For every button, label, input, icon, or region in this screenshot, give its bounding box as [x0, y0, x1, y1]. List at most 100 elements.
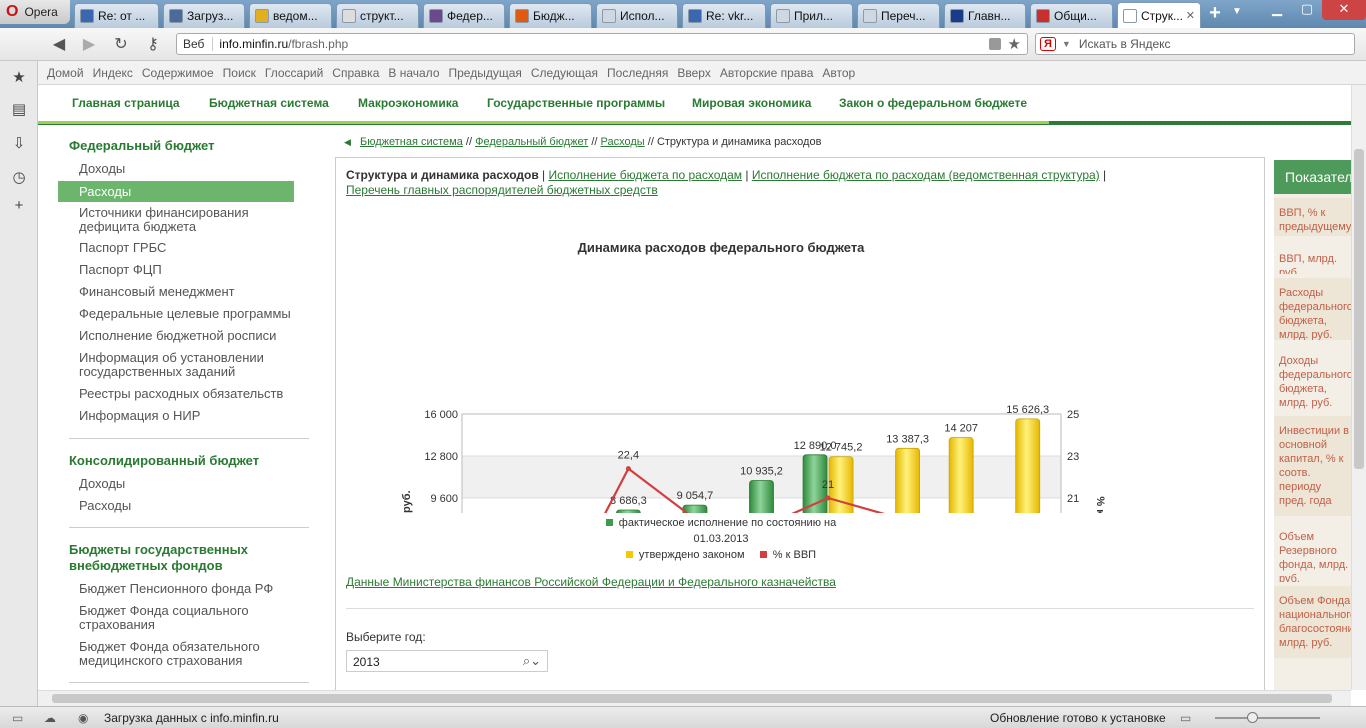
browser-tab[interactable]: ведом...: [249, 3, 332, 28]
notes-icon[interactable]: ▤: [11, 101, 27, 118]
vertical-scrollbar[interactable]: [1351, 85, 1366, 690]
forward-arrow-icon[interactable]: ▶: [82, 36, 96, 53]
main-menu-item[interactable]: Мировая экономика: [692, 96, 812, 110]
browser-tab[interactable]: структ...: [336, 3, 419, 28]
subnav-link-execution[interactable]: Исполнение бюджета по расходам: [548, 168, 743, 182]
downloads-icon[interactable]: ⇩: [12, 135, 26, 152]
browser-tab[interactable]: Re: от ...: [74, 3, 159, 28]
nav-toolbar-item[interactable]: Справка: [332, 65, 380, 80]
tab-close-icon[interactable]: ✕: [1185, 10, 1195, 22]
speed-dial-icon[interactable]: ◉: [78, 711, 89, 725]
left-nav-item[interactable]: Бюджет Фонда социального страхования: [79, 603, 249, 632]
left-nav-item[interactable]: Паспорт ФЦП: [79, 262, 162, 277]
browser-tab[interactable]: Загруз...: [163, 3, 245, 28]
subnav-link-departmental[interactable]: Исполнение бюджета по расходам (ведомств…: [751, 168, 1100, 182]
browser-tab[interactable]: Переч...: [857, 3, 940, 28]
bookmark-star-icon[interactable]: ★: [1007, 36, 1021, 53]
bar-approved-2014[interactable]: [948, 437, 974, 513]
nav-toolbar-item[interactable]: Автор: [822, 65, 856, 80]
nav-toolbar-item[interactable]: Поиск: [222, 65, 256, 80]
left-nav-section-title[interactable]: Федеральный бюджет: [69, 138, 215, 153]
browser-tab[interactable]: Федер...: [423, 3, 505, 28]
left-nav-item[interactable]: Реестры расходных обязательств: [79, 386, 284, 401]
horizontal-scroll-thumb[interactable]: [52, 694, 1332, 703]
year-select[interactable]: 2013 ⌕⌄: [346, 650, 548, 672]
left-nav-item[interactable]: Расходы: [79, 498, 132, 513]
breadcrumb-link-expenses[interactable]: Расходы: [600, 136, 645, 148]
minimize-icon[interactable]: ▁: [1272, 1, 1282, 16]
left-nav-item[interactable]: Бюджет Фонда обязательного медицинского …: [79, 639, 260, 668]
main-menu-item[interactable]: Макроэкономика: [358, 96, 459, 110]
indicator-item[interactable]: Объем Резервного фонда, млрд. руб.: [1274, 522, 1351, 582]
indicator-item[interactable]: ВВП, млрд. руб.: [1274, 244, 1351, 274]
zoom-slider-track[interactable]: [1215, 717, 1320, 719]
indicator-item[interactable]: Объем Фонда национального благосостояния…: [1274, 586, 1351, 658]
bar-actual-2012[interactable]: [802, 454, 828, 513]
left-nav-item[interactable]: Источники финансирования дефицита бюджет…: [79, 205, 249, 234]
nav-toolbar-item[interactable]: Следующая: [530, 65, 599, 80]
browser-tab[interactable]: Re: vkr...: [682, 3, 766, 28]
left-nav-section-title[interactable]: Бюджеты государственных внебюджетных фон…: [69, 542, 248, 573]
left-nav-item[interactable]: Доходы: [79, 161, 126, 176]
chevron-down-icon[interactable]: ▼: [1061, 39, 1071, 49]
nav-toolbar-item[interactable]: Индекс: [92, 65, 133, 80]
indicator-item[interactable]: Доходы федерального бюджета, млрд. руб.: [1274, 346, 1351, 412]
tab-menu-chevron-icon[interactable]: ▼: [1232, 6, 1242, 17]
left-nav-item[interactable]: Федеральные целевые программы: [79, 306, 291, 321]
status-update-text[interactable]: Обновление готово к установке: [990, 711, 1166, 725]
rss-feed-icon[interactable]: [989, 38, 1001, 50]
nav-toolbar-item[interactable]: В начало: [388, 65, 440, 80]
close-window-icon[interactable]: ✕: [1322, 0, 1366, 20]
browser-tab[interactable]: Прил...: [770, 3, 853, 28]
left-nav-item[interactable]: Доходы: [79, 476, 126, 491]
horizontal-scrollbar[interactable]: [38, 690, 1351, 706]
main-menu-item[interactable]: Бюджетная система: [209, 96, 329, 110]
bar-actual-2009[interactable]: [615, 509, 641, 513]
indicator-item[interactable]: ВВП, % к предыдущему году: [1274, 198, 1351, 236]
left-nav-item[interactable]: Информация о НИР: [79, 408, 201, 423]
main-menu-item[interactable]: Государственные программы: [487, 96, 666, 110]
add-panel-icon[interactable]: +: [14, 197, 24, 214]
reload-icon[interactable]: ↻: [114, 36, 128, 53]
left-nav-section-title[interactable]: Консолидированный бюджет: [69, 453, 260, 468]
nav-toolbar-item[interactable]: Глоссарий: [264, 65, 324, 80]
indicator-item[interactable]: Расходы федерального бюджета, млрд. руб.: [1274, 278, 1351, 340]
new-tab-icon[interactable]: +: [1209, 2, 1221, 24]
left-nav-item-active[interactable]: Расходы: [58, 181, 294, 202]
browser-tab[interactable]: Бюдж...: [509, 3, 592, 28]
browser-tab[interactable]: Испол...: [596, 3, 678, 28]
address-field[interactable]: Веб info.minfin.ru/fbrash.php ★: [176, 33, 1028, 55]
breadcrumb-link-federal-budget[interactable]: Федеральный бюджет: [475, 136, 589, 148]
nav-toolbar-item[interactable]: Содержимое: [141, 65, 214, 80]
breadcrumb-link-budget-system[interactable]: Бюджетная система: [359, 136, 463, 148]
left-nav-item[interactable]: Паспорт ГРБС: [79, 240, 167, 255]
gdp-point-2012[interactable]: [825, 495, 831, 501]
wand-key-icon[interactable]: ⚷: [147, 36, 159, 53]
search-chevron-down-icon[interactable]: ⌕⌄: [522, 653, 541, 668]
left-nav-item[interactable]: Исполнение бюджетной росписи: [79, 328, 277, 343]
back-arrow-icon[interactable]: ◀: [52, 36, 66, 53]
vertical-scroll-thumb[interactable]: [1354, 149, 1364, 469]
nav-toolbar-item[interactable]: Предыдущая: [448, 65, 522, 80]
browser-tab[interactable]: Главн...: [944, 3, 1026, 28]
nav-toolbar-item[interactable]: Домой: [47, 65, 84, 80]
bookmarks-star-icon[interactable]: ★: [12, 69, 26, 86]
nav-toolbar-item[interactable]: Авторские права: [719, 65, 814, 80]
bar-actual-2011[interactable]: [749, 480, 774, 513]
nav-toolbar-item[interactable]: Вверх: [677, 65, 711, 80]
panel-toggle-icon[interactable]: ▭: [12, 711, 24, 725]
subnav-link-managers[interactable]: Перечень главных распорядителей бюджетны…: [346, 183, 658, 197]
opera-menu-button[interactable]: O Opera: [0, 0, 70, 24]
zoom-slider-knob[interactable]: [1247, 712, 1258, 723]
browser-tab[interactable]: Общи...: [1030, 3, 1113, 28]
view-toggle-icon[interactable]: ▭: [1180, 711, 1192, 725]
indicator-item[interactable]: Инвестиции в основной капитал, % к соотв…: [1274, 416, 1351, 516]
bar-approved-2013[interactable]: [895, 447, 921, 513]
left-nav-item[interactable]: Финансовый менеджмент: [79, 284, 235, 299]
nav-toolbar-item[interactable]: Последняя: [607, 65, 669, 80]
history-clock-icon[interactable]: ◷: [12, 169, 26, 186]
left-nav-item[interactable]: Информация об установлении государственн…: [79, 350, 264, 379]
left-nav-item[interactable]: Бюджет Пенсионного фонда РФ: [79, 581, 274, 596]
main-menu-item[interactable]: Главная страница: [72, 96, 180, 110]
main-menu-item[interactable]: Закон о федеральном бюджете: [839, 96, 1028, 110]
